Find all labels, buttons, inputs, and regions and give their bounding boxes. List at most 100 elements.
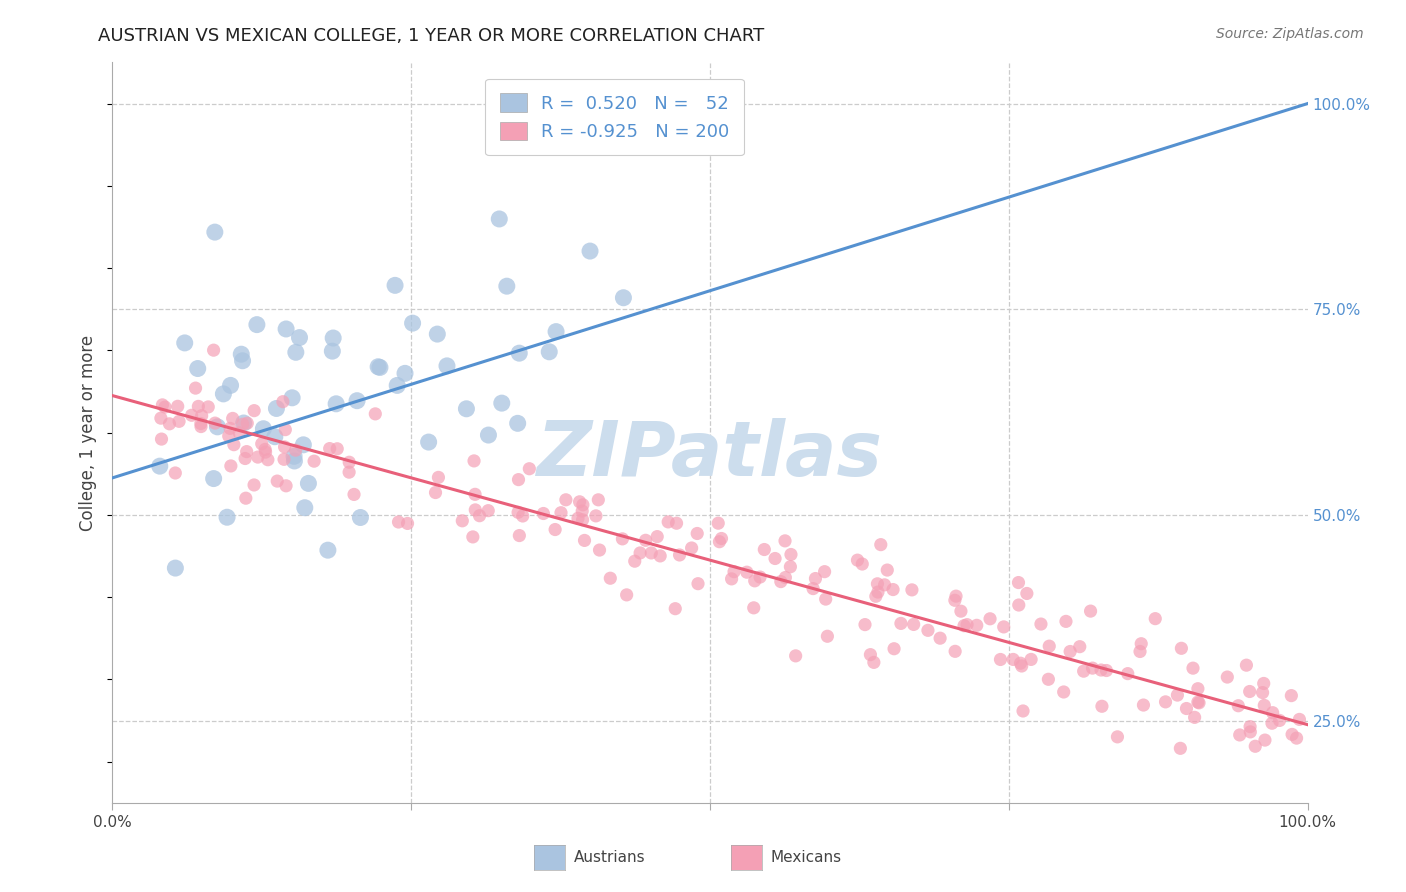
Point <box>173 335 195 350</box>
Point <box>720 572 742 586</box>
Point <box>1182 661 1205 675</box>
Point <box>1239 725 1261 739</box>
Point <box>785 648 807 663</box>
Point <box>1216 670 1239 684</box>
Point <box>364 407 387 421</box>
Point <box>468 508 491 523</box>
Point <box>851 557 873 571</box>
Point <box>221 411 243 425</box>
Point <box>1081 661 1104 675</box>
Point <box>387 378 409 392</box>
Point <box>599 571 621 585</box>
Point <box>754 542 776 557</box>
Point <box>623 554 645 568</box>
Point <box>294 500 316 515</box>
Point <box>707 516 730 531</box>
Point <box>231 347 253 361</box>
Point <box>219 378 242 392</box>
Point <box>190 409 212 423</box>
Point <box>1095 664 1118 678</box>
Point <box>949 604 972 618</box>
Point <box>153 400 176 414</box>
Point <box>710 532 733 546</box>
Point <box>1166 688 1188 702</box>
Point <box>236 416 259 430</box>
Point <box>865 589 887 603</box>
Point <box>1154 695 1177 709</box>
Point <box>1015 586 1038 600</box>
Point <box>1175 701 1198 715</box>
Point <box>929 631 952 645</box>
Point <box>544 325 567 339</box>
Point <box>1187 695 1209 709</box>
Point <box>167 414 190 428</box>
Point <box>427 470 450 484</box>
Point <box>1244 739 1267 754</box>
Point <box>506 417 529 431</box>
Point <box>254 445 277 459</box>
Point <box>876 563 898 577</box>
Point <box>650 549 672 563</box>
Point <box>166 400 188 414</box>
Point <box>956 617 979 632</box>
Point <box>337 465 360 479</box>
Point <box>274 479 297 493</box>
Point <box>1129 644 1152 658</box>
Point <box>1029 617 1052 632</box>
Point <box>401 316 423 330</box>
Point <box>1279 689 1302 703</box>
Point <box>464 503 486 517</box>
Point <box>266 474 288 488</box>
Point <box>863 656 886 670</box>
Point <box>866 585 889 599</box>
Point <box>550 506 572 520</box>
Point <box>1144 612 1167 626</box>
Point <box>274 322 297 336</box>
Point <box>665 516 688 531</box>
Point <box>645 530 668 544</box>
Point <box>197 400 219 414</box>
Point <box>436 359 458 373</box>
Point <box>686 576 709 591</box>
Point <box>152 398 174 412</box>
Point <box>292 438 315 452</box>
Point <box>882 582 904 597</box>
Point <box>232 353 254 368</box>
Point <box>318 442 340 456</box>
Legend: R =  0.520   N =   52, R = -0.925   N = 200: R = 0.520 N = 52, R = -0.925 N = 200 <box>485 78 744 155</box>
Point <box>1080 604 1102 618</box>
Point <box>271 394 294 409</box>
Text: ZIPatlas: ZIPatlas <box>537 417 883 491</box>
Point <box>804 572 827 586</box>
Point <box>212 387 235 401</box>
Point <box>283 450 305 464</box>
Point <box>451 514 474 528</box>
Point <box>349 510 371 524</box>
Point <box>1116 666 1139 681</box>
Point <box>180 409 202 423</box>
Point <box>218 429 240 443</box>
Point <box>873 578 896 592</box>
Point <box>491 396 513 410</box>
Point <box>326 442 349 456</box>
Point <box>1227 698 1250 713</box>
Point <box>775 570 797 584</box>
Text: AUSTRIAN VS MEXICAN COLLEGE, 1 YEAR OR MORE CORRELATION CHART: AUSTRIAN VS MEXICAN COLLEGE, 1 YEAR OR M… <box>98 27 765 45</box>
Point <box>233 451 256 466</box>
Point <box>681 541 703 555</box>
Point <box>316 543 339 558</box>
Point <box>901 582 924 597</box>
Point <box>859 648 882 662</box>
Point <box>477 428 499 442</box>
Point <box>749 570 772 584</box>
Point <box>1288 713 1310 727</box>
Point <box>640 546 662 560</box>
Point <box>190 417 212 431</box>
Point <box>742 600 765 615</box>
Point <box>723 565 745 579</box>
Point <box>779 559 801 574</box>
Point <box>1187 681 1209 696</box>
Point <box>337 455 360 469</box>
Point <box>993 620 1015 634</box>
Point <box>284 345 307 359</box>
